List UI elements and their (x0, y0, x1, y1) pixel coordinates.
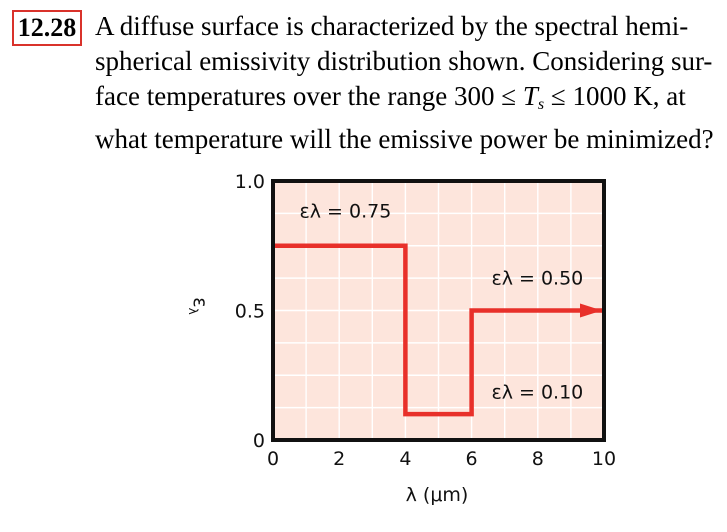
x-tick-label: 8 (532, 448, 544, 470)
problem-line-4: what temperature will the emissive power… (95, 124, 714, 154)
x-tick-label: 0 (267, 448, 279, 470)
problem-line-3: face temperatures over the range 300 ≤ T… (95, 79, 715, 122)
problem-text: A diffuse surface is characterized by th… (95, 9, 715, 157)
y-tick-label: 0.5 (235, 301, 265, 323)
emissivity-series-line (273, 243, 604, 417)
series-arrowhead (580, 303, 602, 318)
x-tick-label: 2 (333, 448, 345, 470)
y-axis-label: ελ (186, 297, 211, 314)
temperature-symbol: T (522, 81, 538, 111)
temperature-subscript: s (537, 96, 545, 113)
problem-line-3-pre: face temperatures over the range 300 ≤ (95, 81, 523, 111)
y-tick-label: 0 (253, 430, 265, 452)
emissivity-annotation: ελ = 0.10 (491, 382, 583, 404)
y-tick-label: 1.0 (235, 171, 265, 193)
x-tick-label: 4 (399, 448, 411, 470)
emissivity-annotation: ελ = 0.75 (299, 200, 391, 222)
problem-line-3-post: ≤ 1000 K, at (544, 81, 686, 111)
problem-line-1: A diffuse surface is characterized by th… (95, 11, 689, 41)
problem-line-2: spherical emissivity distribution shown.… (95, 46, 713, 76)
problem-number: 12.28 (12, 10, 82, 46)
emissivity-annotation: ελ = 0.50 (491, 268, 583, 290)
x-tick-label: 10 (592, 448, 616, 470)
x-axis-label: λ (μm) (406, 484, 469, 506)
problem-statement: 12.28 A diffuse surface is characterized… (0, 0, 727, 160)
x-tick-label: 6 (466, 448, 478, 470)
plot-frame (271, 179, 606, 442)
